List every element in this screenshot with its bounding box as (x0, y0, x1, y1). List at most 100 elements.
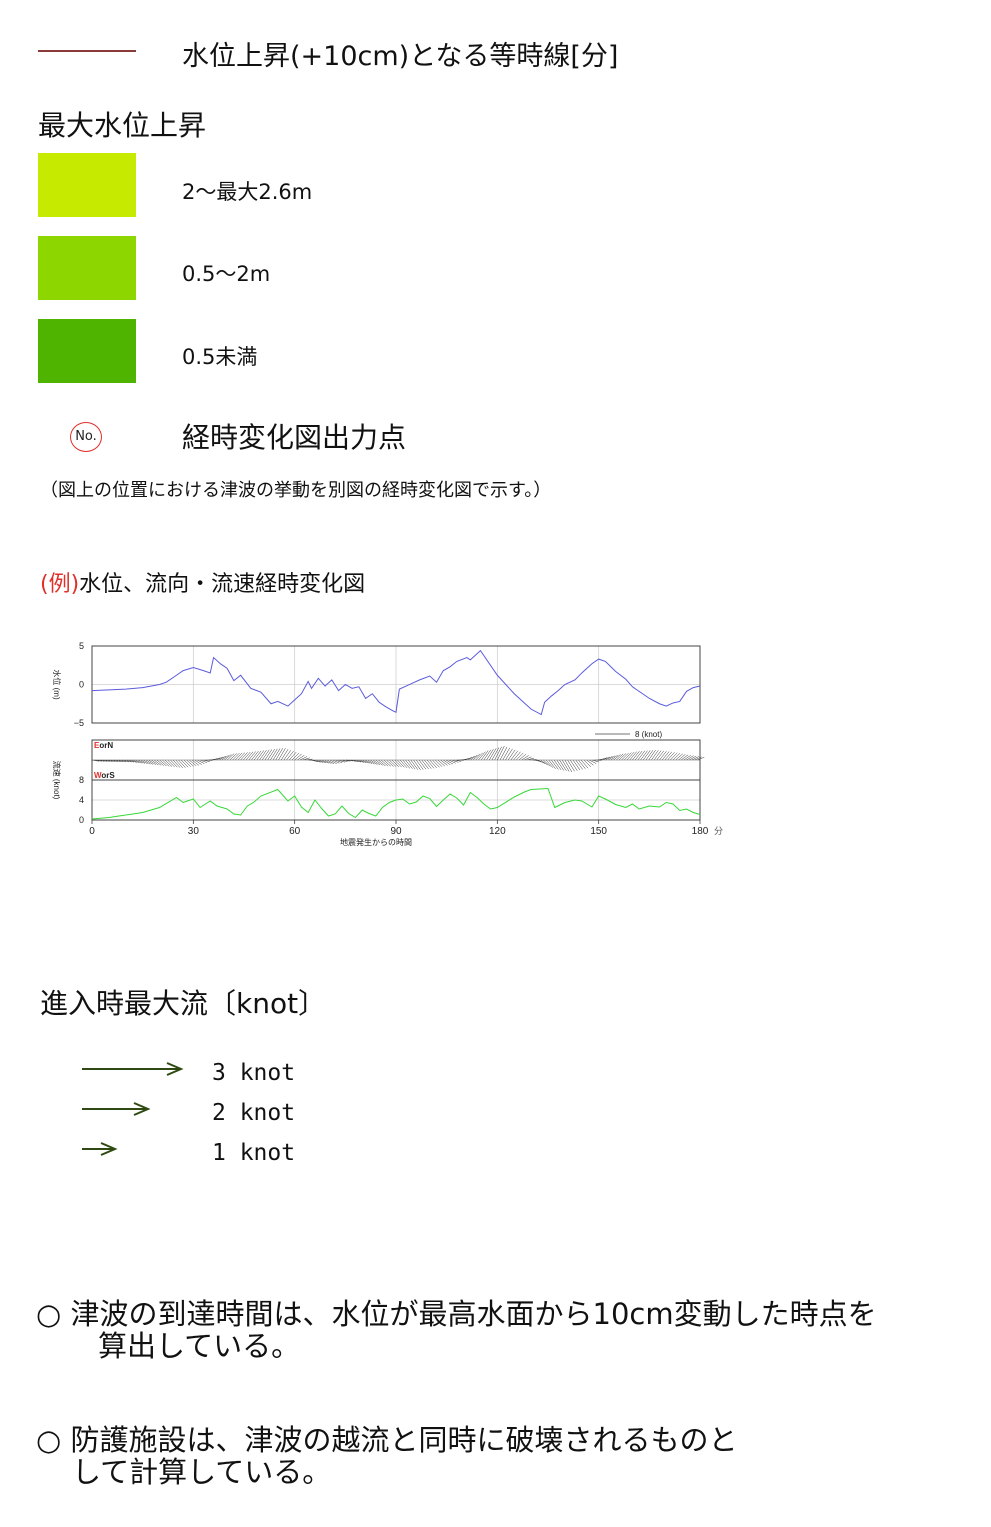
flow-vector (697, 756, 705, 761)
flow-vector (280, 749, 289, 761)
flow-vector (637, 750, 646, 761)
flow-vector (580, 759, 589, 769)
flow-vector (545, 759, 554, 768)
flow-vector (648, 749, 656, 761)
flow-vector (505, 748, 513, 761)
flow-vector (664, 751, 673, 761)
flow-vector (305, 758, 313, 761)
flow-vector (524, 756, 532, 761)
flow-vector (513, 751, 521, 761)
example-title: (例)水位、流向・流速経時変化図 (40, 566, 365, 598)
flow-vector (497, 745, 505, 761)
y-tick-label: 0 (79, 815, 84, 825)
flow-vector (464, 757, 472, 761)
flow-vector (486, 748, 494, 761)
flow-vector (124, 759, 132, 763)
isoline-label: 水位上昇(+10cm)となる等時線[分] (182, 41, 619, 72)
flow-vector (340, 759, 348, 762)
flow-vector (180, 759, 189, 768)
flow-vector (343, 759, 351, 762)
note-arrival-time: ○ 津波の到達時間は、水位が最高水面から10cm変動した時点を 算出している。 (36, 1298, 877, 1362)
flow-speed-line (91, 787, 701, 820)
flow-vector (116, 759, 124, 763)
flow-vector (129, 759, 137, 763)
flow-vector (359, 759, 367, 764)
flow-vector (537, 759, 545, 764)
flow-vector (643, 750, 651, 761)
flow-vector (499, 746, 508, 761)
flow-vector (543, 759, 551, 767)
flow-vector (613, 754, 621, 761)
flow-vector (132, 759, 140, 764)
flow-vector (167, 759, 175, 768)
flow-vector (283, 750, 292, 761)
x-axis-label: 地震発生からの時間 (340, 837, 412, 847)
flow-vector (372, 759, 381, 766)
flow-vector (189, 759, 197, 767)
flow-vector (218, 755, 227, 761)
flow-vector (205, 759, 213, 761)
note-protection: ○ 防護施設は、津波の越流と同時に破壊されるものと して計算している。 (36, 1424, 738, 1488)
swatch-high (38, 153, 136, 217)
flow-vector (348, 759, 356, 762)
flow-vector (634, 750, 643, 761)
output-point-title: 経時変化図出力点 (182, 421, 407, 454)
flow-vector (632, 751, 640, 761)
flow-vector (362, 759, 370, 764)
flow-vector (507, 749, 516, 761)
flow-vector (313, 759, 321, 763)
flow-vector (694, 756, 702, 761)
flow-vector (162, 759, 170, 767)
flow-vector (564, 759, 573, 773)
flow-vector (253, 750, 262, 761)
flow-vector (440, 759, 448, 766)
flow-vector (407, 759, 416, 770)
flow-vector (424, 759, 432, 769)
flow-vector (326, 759, 335, 765)
flow-vector (286, 750, 294, 761)
flow-vector (397, 759, 405, 768)
flow-vector (183, 759, 192, 767)
flow-vector (251, 750, 259, 761)
flow-vector (675, 753, 683, 761)
flow-vector (291, 752, 300, 761)
swatch-mid-label: 0.5〜2m (182, 262, 271, 286)
flow-vector (248, 751, 256, 761)
flow-vector (624, 752, 632, 761)
swatch-mid (38, 236, 136, 300)
flow-vector (540, 759, 548, 766)
flow-vector (518, 754, 527, 761)
flow-vector (143, 759, 151, 765)
flow-vector (429, 759, 437, 769)
flow-vector (426, 759, 435, 769)
arrowhead-icon (166, 1062, 184, 1076)
x-tick-label: 30 (188, 826, 200, 837)
flow-vector (618, 753, 627, 761)
flow-vector (108, 759, 116, 762)
flow-vector (599, 757, 608, 761)
flow-vector (607, 755, 616, 761)
flow-vector (602, 756, 610, 761)
y-tick-label: −5 (74, 718, 84, 728)
x-tick-label: 90 (390, 826, 402, 837)
flow-vector (380, 759, 389, 767)
flow-vector (175, 759, 183, 769)
flow-vector (148, 759, 156, 765)
flow-vector (626, 751, 635, 761)
flow-vector (502, 747, 510, 761)
flow-vector (264, 749, 273, 761)
flow-vector (448, 759, 456, 764)
arrowhead-icon (133, 1102, 151, 1116)
current-legend-title: 進入時最大流〔knot〕 (40, 987, 327, 1020)
flow-vector (216, 756, 224, 761)
flow-vector (213, 757, 221, 761)
flow-vector (489, 748, 497, 761)
flow-vector (335, 759, 343, 763)
flow-vector (491, 747, 500, 761)
flow-vector (356, 759, 364, 763)
flow-vector (572, 759, 581, 771)
flow-vector (610, 754, 618, 761)
flow-vector (275, 748, 283, 761)
x-tick-label: 60 (289, 826, 301, 837)
flow-vector (354, 759, 362, 763)
